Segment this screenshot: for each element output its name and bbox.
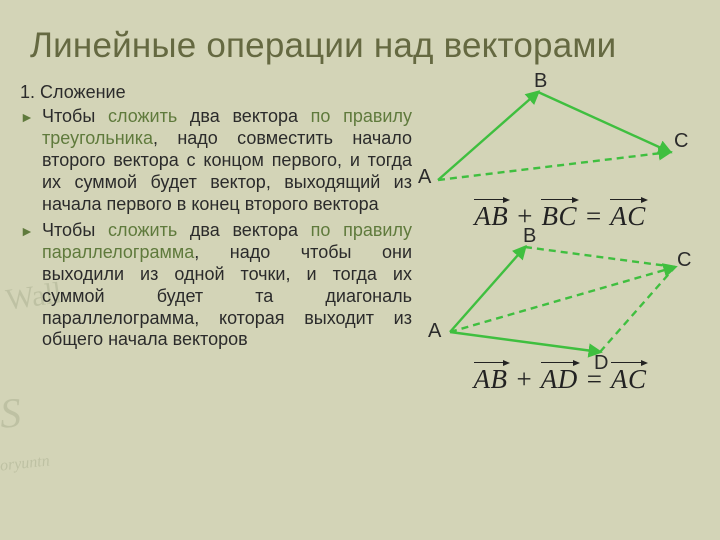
bullet-item: ► Чтобы сложить два вектора по правилу п… (20, 220, 412, 352)
right-column: A B C AB + BC = AC A B C (412, 82, 700, 395)
formula-triangle: AB + BC = AC (420, 201, 700, 232)
content-row: 1. Сложение ► Чтобы сложить два вектора … (0, 74, 720, 395)
bullet-prefix: Чтобы (42, 220, 108, 240)
triangle-diagram: A B C (420, 82, 700, 197)
bullet-item: ► Чтобы сложить два вектора по правилу т… (20, 106, 412, 216)
bullet-mid: два вектора (177, 220, 310, 240)
bullet-highlight: сложить (108, 220, 177, 240)
bullet-text: Чтобы сложить два вектора по правилу тре… (42, 106, 412, 216)
vector-ad: AD (541, 364, 578, 395)
point-label-b: B (534, 70, 547, 93)
bullet-prefix: Чтобы (42, 106, 108, 126)
point-label-b: B (523, 225, 536, 248)
parallelogram-diagram: A B C D (420, 232, 700, 362)
left-column: 1. Сложение ► Чтобы сложить два вектора … (20, 82, 412, 395)
vector-ab: AB (474, 364, 508, 395)
vector-bc: BC (541, 201, 577, 232)
watermark-b: S (0, 389, 23, 438)
point-label-c: C (674, 130, 688, 153)
watermark-c: oryuntn (0, 452, 51, 475)
bullet-text: Чтобы сложить два вектора по правилу пар… (42, 220, 412, 352)
point-label-d: D (594, 352, 608, 375)
bullet-highlight: сложить (108, 106, 177, 126)
bullet-marker-icon: ► (20, 220, 42, 352)
bullet-marker-icon: ► (20, 106, 42, 216)
point-label-c: C (677, 249, 691, 272)
formula-parallelogram: AB + AD = AC (420, 364, 700, 395)
op-plus: + (508, 364, 541, 394)
vector-ab: AB (474, 201, 508, 232)
vector-ac: AC (610, 201, 646, 232)
slide-title: Линейные операции над векторами (0, 0, 720, 74)
bullet-mid: два вектора (177, 106, 310, 126)
parallelogram-svg (420, 232, 680, 362)
section-number: 1. Сложение (20, 82, 412, 104)
op-eq: = (577, 201, 610, 231)
point-label-a: A (428, 320, 441, 343)
triangle-svg (420, 82, 680, 197)
vector-ac: AC (611, 364, 647, 395)
point-label-a: A (418, 166, 431, 189)
